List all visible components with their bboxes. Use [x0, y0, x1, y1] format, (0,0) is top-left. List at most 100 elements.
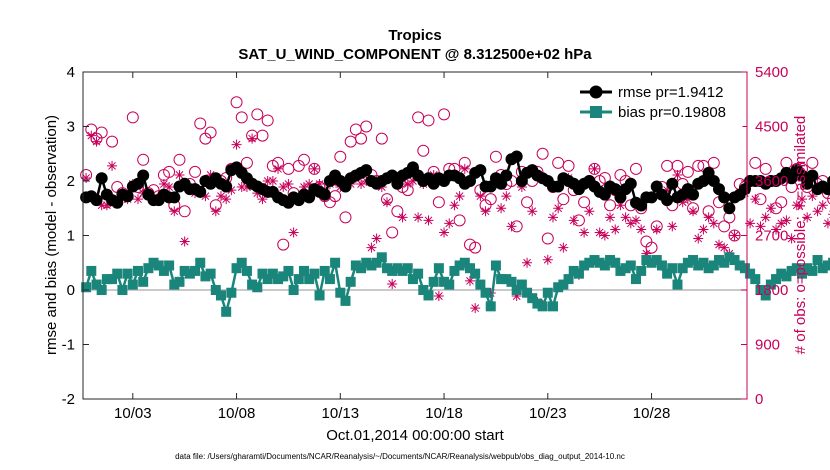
bias-point	[542, 287, 553, 298]
bias-point	[179, 265, 190, 276]
obs-possible-point	[391, 205, 404, 218]
obs-assimilated-point	[610, 224, 621, 235]
bias-point	[620, 263, 631, 274]
obs-assimilated-point	[376, 182, 387, 193]
obs-possible-point	[827, 194, 830, 205]
obs-possible-point	[759, 162, 772, 175]
obs-assimilated-point	[796, 194, 807, 205]
bias-point	[708, 260, 719, 271]
bias-point	[610, 257, 621, 268]
obs-possible-point	[438, 108, 451, 121]
bias-point	[107, 274, 118, 285]
rmse-point	[661, 194, 674, 207]
bias-point	[200, 271, 211, 282]
legend-bias-label: bias pr=0.19808	[618, 104, 726, 121]
obs-assimilated-point	[662, 185, 673, 196]
bias-point	[356, 263, 367, 274]
obs-assimilated-point	[366, 242, 377, 253]
bias-series	[81, 252, 830, 317]
bias-point	[184, 268, 195, 279]
bias-point	[428, 276, 439, 287]
obs-possible-point	[692, 159, 705, 172]
obs-possible-point	[645, 241, 658, 254]
bias-point	[205, 268, 216, 279]
obs-possible-point	[339, 211, 352, 224]
obs-assimilated-point	[750, 194, 761, 205]
bias-point	[407, 274, 418, 285]
obs-possible-point	[489, 150, 502, 163]
obs-assimilated-point	[755, 221, 766, 232]
obs-assimilated-point	[542, 254, 553, 265]
obs-possible-point	[308, 162, 321, 175]
bias-point	[247, 279, 258, 290]
obs-assimilated-point	[501, 191, 512, 202]
obs-assimilated-point	[241, 182, 252, 193]
bias-point	[340, 295, 351, 306]
y-right-tick-label: 1800	[755, 282, 788, 299]
rmse-point	[90, 194, 103, 207]
obs-assimilated-point	[506, 221, 517, 232]
obs-assimilated-point	[283, 179, 294, 190]
bias-point	[739, 263, 750, 274]
obs-possible-point	[137, 153, 150, 166]
bias-point	[817, 263, 828, 274]
obs-assimilated-point	[703, 212, 714, 223]
axes-layer: 10/03 10/08 10/13 10/18 10/23 10/28 -2 -1 0 1 2 3 4 0…	[62, 64, 789, 422]
y-tick-label: 2	[67, 173, 75, 190]
bias-point	[215, 290, 226, 301]
bias-point	[273, 274, 284, 285]
obs-assimilated-point	[298, 182, 309, 193]
rmse-point	[95, 172, 108, 185]
obs-assimilated-point	[802, 212, 813, 223]
obs-assimilated-point	[599, 230, 610, 241]
obs-possible-point	[277, 238, 290, 251]
y-right-tick-label: 900	[755, 337, 780, 354]
obs-possible-point	[261, 114, 274, 127]
bias-point	[537, 301, 548, 312]
y-tick-label: 1	[67, 228, 75, 245]
x-tick-label: 10/08	[218, 405, 256, 422]
bias-point	[579, 260, 590, 271]
obs-assimilated-point	[496, 203, 507, 214]
bias-point	[169, 279, 180, 290]
obs-possible-point	[728, 229, 741, 242]
obs-assimilated-point	[620, 212, 631, 223]
rmse-point	[194, 185, 207, 198]
bias-point	[335, 287, 346, 298]
obs-assimilated-point	[553, 203, 564, 214]
bias-point	[324, 274, 335, 285]
bias-point	[444, 279, 455, 290]
bias-point	[148, 257, 159, 268]
bias-point	[516, 279, 527, 290]
y-tick-label: 3	[67, 119, 75, 136]
x-tick-label: 10/13	[322, 405, 360, 422]
rmse-point	[827, 175, 830, 187]
bias-point	[490, 260, 501, 271]
obs-assimilated-point	[713, 239, 724, 250]
obs-assimilated-point	[231, 139, 242, 150]
obs-assimilated-point	[413, 212, 424, 223]
bias-point	[796, 268, 807, 279]
bias-point	[127, 279, 138, 290]
bias-point	[433, 263, 444, 274]
obs-assimilated-point	[511, 291, 522, 302]
bias-point	[677, 263, 688, 274]
obs-assimilated-point	[257, 194, 268, 205]
y-axis-right-label: # of obs: o=possible; ∗=assimilated	[792, 116, 809, 355]
obs-possible-point	[775, 196, 788, 209]
obs-possible-point	[469, 241, 482, 254]
obs-assimilated-point	[522, 257, 533, 268]
bias-point	[594, 257, 605, 268]
bias-point	[682, 257, 693, 268]
obs-assimilated-point	[86, 130, 97, 141]
rmse-point	[806, 169, 819, 182]
obs-assimilated-point	[236, 182, 247, 193]
obs-assimilated-point	[132, 194, 143, 205]
bias-point	[584, 257, 595, 268]
obs-assimilated-point	[226, 185, 237, 196]
obs-assimilated-point	[677, 197, 688, 208]
obs-assimilated-point	[423, 215, 434, 226]
bias-point	[765, 279, 776, 290]
bias-point	[288, 285, 299, 295]
bias-point	[672, 279, 683, 290]
